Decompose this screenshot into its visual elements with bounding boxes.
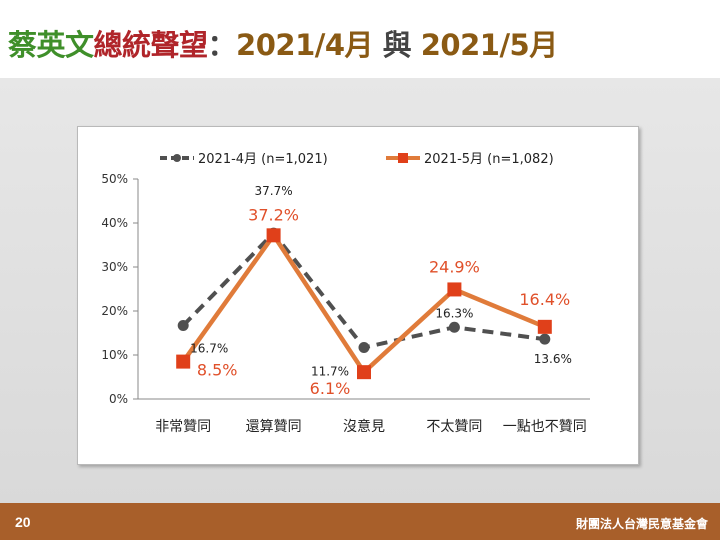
title-segment: 與 — [382, 28, 421, 62]
data-point-marker — [448, 321, 460, 333]
series-line-1 — [181, 231, 546, 350]
page-number: 20 — [15, 514, 31, 530]
y-tick-label: 0% — [109, 392, 128, 406]
title-segment: 2021/4月 — [236, 28, 383, 62]
data-point-marker — [357, 365, 371, 380]
y-tick-label: 40% — [101, 216, 128, 230]
data-label: 16.4% — [519, 290, 570, 309]
x-category-label: 不太贊同 — [426, 419, 482, 435]
x-category-label: 非常贊同 — [155, 419, 211, 435]
data-label: 37.2% — [248, 205, 299, 224]
legend-label: 2021-5月 (n=1,082) — [424, 152, 554, 167]
chart-frame: 0% 10% 20% 30% 40% 50% 非常贊同 還算贊同 沒意見 不太贊同 一點也不贊同 20… — [77, 126, 639, 465]
data-label: 6.1% — [310, 379, 351, 398]
title-segment: 蔡英文 — [8, 28, 94, 62]
data-point-marker — [266, 228, 281, 243]
data-point-marker — [537, 319, 552, 334]
title-bar: 蔡英文總統聲望：2021/4月 與 2021/5月 — [0, 0, 720, 78]
legend-marker — [398, 153, 408, 163]
y-tick-label: 10% — [101, 348, 128, 362]
x-category-label: 沒意見 — [343, 418, 385, 435]
legend-label: 2021-4月 (n=1,021) — [198, 152, 328, 167]
x-category-label: 一點也不贊同 — [503, 419, 587, 435]
title-segment: 2021/5月 — [420, 28, 558, 62]
y-tick-label: 20% — [101, 304, 128, 318]
slide-title: 蔡英文總統聲望：2021/4月 與 2021/5月 — [8, 22, 558, 64]
legend-marker — [173, 154, 181, 162]
data-label: 13.6% — [534, 352, 572, 366]
data-point-marker — [539, 333, 551, 345]
footer-bar: 20 財團法人台灣民意基金會 — [0, 503, 720, 540]
data-label: 11.7% — [311, 365, 349, 379]
data-point-marker — [177, 320, 189, 332]
y-tick-label: 50% — [101, 172, 128, 186]
y-tick-label: 30% — [101, 260, 128, 274]
data-label: 16.3% — [435, 306, 473, 320]
x-category-label: 還算贊同 — [246, 419, 302, 435]
data-point-marker — [176, 354, 191, 369]
data-point-marker — [447, 282, 462, 297]
data-label: 8.5% — [197, 361, 238, 380]
title-segment: ： — [207, 28, 237, 62]
organization-name: 財團法人台灣民意基金會 — [575, 517, 708, 531]
line-chart: 0% 10% 20% 30% 40% 50% 非常贊同 還算贊同 沒意見 不太贊同 一點也不贊同 20… — [101, 152, 590, 435]
data-label: 16.7% — [190, 342, 228, 356]
title-segment: 總統聲望 — [93, 28, 209, 62]
data-label: 24.9% — [429, 257, 480, 276]
data-point-marker — [358, 342, 370, 354]
data-label: 37.7% — [255, 184, 293, 198]
